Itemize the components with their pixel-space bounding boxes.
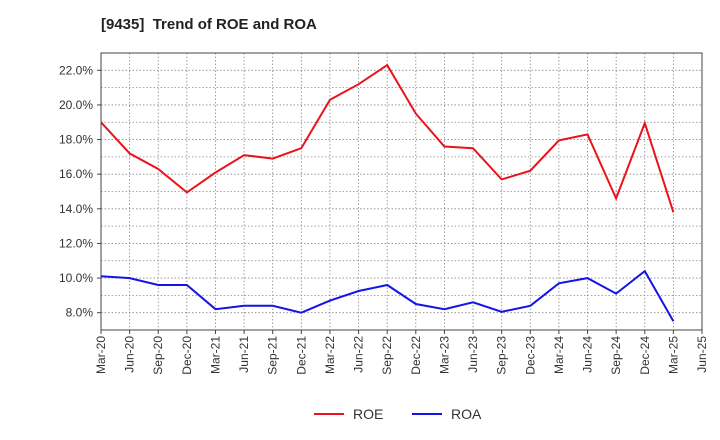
y-tick-label: 20.0%: [59, 98, 93, 112]
series-line-roa: [100, 269, 675, 322]
x-axis-ticks: Mar-20 Jun-20 Sep-20 Dec-20 Mar-21 Jun-21 Sep-…: [94, 330, 709, 375]
x-tick-label: Jun-25: [695, 336, 709, 373]
legend-label-roe: ROE: [353, 406, 383, 422]
chart-title: [9435] Trend of ROE and ROA: [101, 16, 317, 33]
x-tick-label: Dec-23: [523, 336, 537, 375]
y-tick-label: 14.0%: [59, 202, 93, 216]
x-tick-label: Mar-22: [323, 336, 337, 374]
x-tick-label: Sep-21: [266, 336, 280, 375]
y-axis-ticks: 8.0% 10.0% 12.0% 14.0% 16.0% 18.0% 20.0% 22.0%: [59, 63, 101, 320]
x-tick-label: Sep-24: [609, 336, 623, 375]
x-tick-label: Sep-23: [495, 336, 509, 375]
x-tick-label: Mar-21: [208, 336, 222, 374]
x-tick-label: Jun-21: [237, 336, 251, 373]
x-tick-label: Mar-24: [552, 336, 566, 374]
legend-label-roa: ROA: [451, 406, 482, 422]
x-tick-label: Dec-24: [638, 336, 652, 375]
x-tick-label: Mar-25: [666, 336, 680, 374]
y-tick-label: 10.0%: [59, 271, 93, 285]
y-tick-label: 22.0%: [59, 63, 93, 77]
y-tick-label: 12.0%: [59, 236, 93, 250]
x-tick-label: Mar-23: [437, 336, 451, 374]
x-tick-label: Jun-20: [123, 336, 137, 373]
x-tick-label: Jun-22: [352, 336, 366, 373]
x-tick-label: Dec-21: [294, 336, 308, 375]
y-tick-label: 8.0%: [66, 306, 94, 320]
series-lines: [100, 63, 675, 322]
x-tick-label: Sep-20: [151, 336, 165, 375]
y-tick-label: 16.0%: [59, 167, 93, 181]
plot-area-border: [100, 52, 703, 331]
x-tick-label: Dec-22: [409, 336, 423, 375]
series-line-roe: [100, 63, 675, 213]
x-tick-label: Mar-20: [94, 336, 108, 374]
legend: ROE ROA: [314, 406, 482, 422]
x-tick-label: Dec-20: [180, 336, 194, 375]
y-tick-label: 18.0%: [59, 133, 93, 147]
x-tick-label: Jun-24: [581, 336, 595, 373]
x-tick-label: Sep-22: [380, 336, 394, 375]
x-tick-label: Jun-23: [466, 336, 480, 373]
